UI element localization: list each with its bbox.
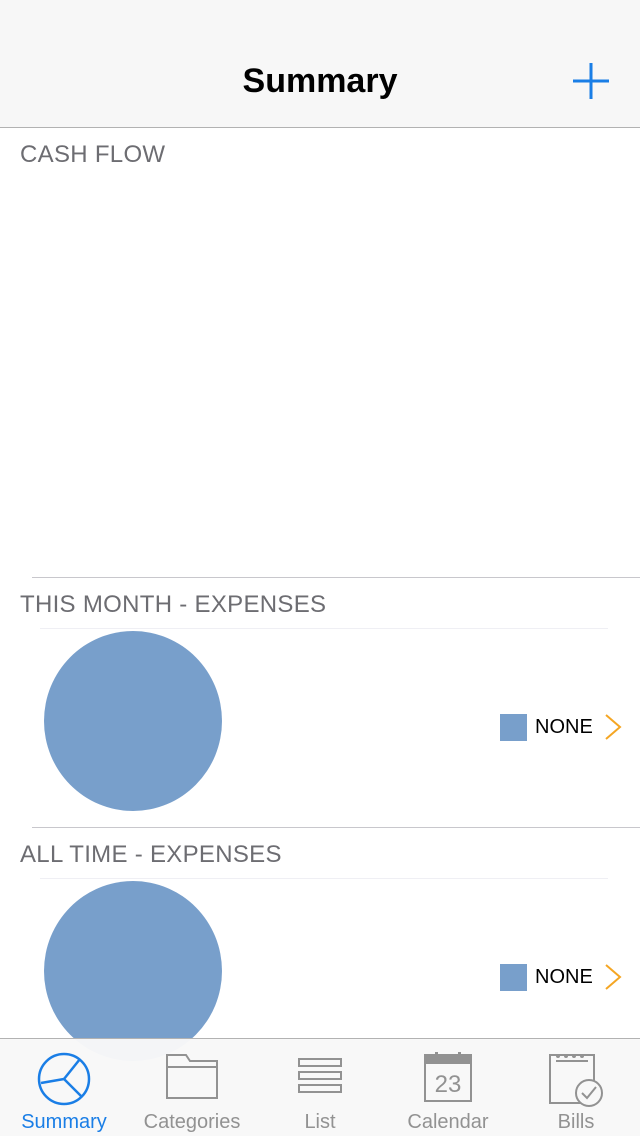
chevron-right-icon xyxy=(605,964,622,990)
tab-label: Bills xyxy=(557,1111,595,1133)
list-icon xyxy=(298,1058,342,1093)
section-divider xyxy=(32,577,640,578)
all-time-pie-chart xyxy=(44,881,222,1061)
folder-icon xyxy=(166,1054,218,1099)
navigation-bar: Summary xyxy=(0,0,640,128)
all-time-expenses-title: ALL TIME - EXPENSES xyxy=(20,841,282,868)
section-divider xyxy=(40,878,608,879)
bill-check-icon xyxy=(549,1054,603,1107)
legend-label: NONE xyxy=(535,716,593,738)
tab-bills[interactable]: Bills xyxy=(512,1039,640,1137)
tab-list[interactable]: List xyxy=(256,1039,384,1137)
pie-slice-none xyxy=(44,881,222,1061)
legend-swatch xyxy=(500,714,527,741)
all-time-legend-item[interactable]: NONE xyxy=(500,957,640,997)
add-button[interactable] xyxy=(570,60,612,102)
this-month-legend-item[interactable]: NONE xyxy=(500,707,640,747)
tab-label: Categories xyxy=(143,1111,241,1133)
tab-calendar[interactable]: 23 Calendar xyxy=(384,1039,512,1137)
section-divider xyxy=(40,628,608,629)
tab-label: List xyxy=(304,1111,336,1133)
legend-swatch xyxy=(500,964,527,991)
legend-label: NONE xyxy=(535,966,593,988)
tab-summary[interactable]: Summary xyxy=(0,1039,128,1137)
pie-chart-icon xyxy=(37,1052,91,1106)
section-divider xyxy=(32,827,640,828)
this-month-pie-chart xyxy=(44,631,222,811)
calendar-day-number: 23 xyxy=(435,1071,462,1098)
pie-slice-none xyxy=(44,631,222,811)
calendar-icon: 23 xyxy=(424,1052,472,1102)
tab-label: Calendar xyxy=(407,1111,489,1133)
tab-bar: Summary Categories List 23 Calendar xyxy=(0,1038,640,1136)
page-title: Summary xyxy=(242,62,398,100)
cash-flow-title: CASH FLOW xyxy=(20,141,166,168)
tab-label: Summary xyxy=(21,1111,107,1133)
tab-categories[interactable]: Categories xyxy=(128,1039,256,1137)
plus-icon xyxy=(573,63,609,99)
this-month-expenses-title: THIS MONTH - EXPENSES xyxy=(20,591,327,618)
chevron-right-icon xyxy=(605,714,622,740)
